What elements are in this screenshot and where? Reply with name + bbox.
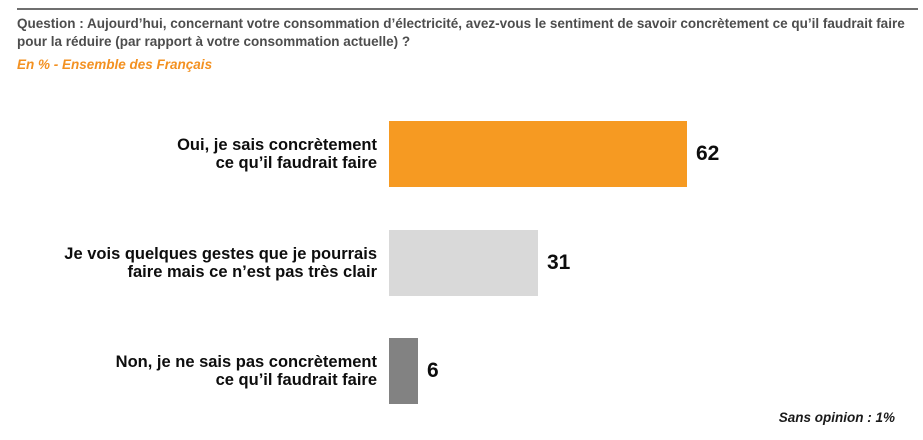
bar-label: Je vois quelques gestes que je pourrais … bbox=[64, 245, 377, 281]
bar-label: Oui, je sais concrètement ce qu’il faudr… bbox=[177, 136, 377, 172]
bar-value: 31 bbox=[547, 251, 571, 274]
chart-row: Oui, je sais concrètement ce qu’il faudr… bbox=[0, 121, 923, 187]
bar-value: 6 bbox=[427, 359, 439, 382]
top-divider bbox=[17, 8, 918, 10]
footnote: Sans opinion : 1% bbox=[778, 410, 895, 425]
bar bbox=[389, 121, 687, 187]
subtitle-text: En % - Ensemble des Français bbox=[17, 57, 213, 72]
bar-value: 62 bbox=[696, 142, 720, 165]
bar bbox=[389, 230, 538, 296]
question-text: Question : Aujourd’hui, concernant votre… bbox=[17, 16, 905, 49]
bar-label: Non, je ne sais pas concrètement ce qu’i… bbox=[115, 353, 377, 389]
chart-row: Non, je ne sais pas concrètement ce qu’i… bbox=[0, 338, 923, 404]
bar bbox=[389, 338, 418, 404]
chart-row: Je vois quelques gestes que je pourrais … bbox=[0, 230, 923, 296]
